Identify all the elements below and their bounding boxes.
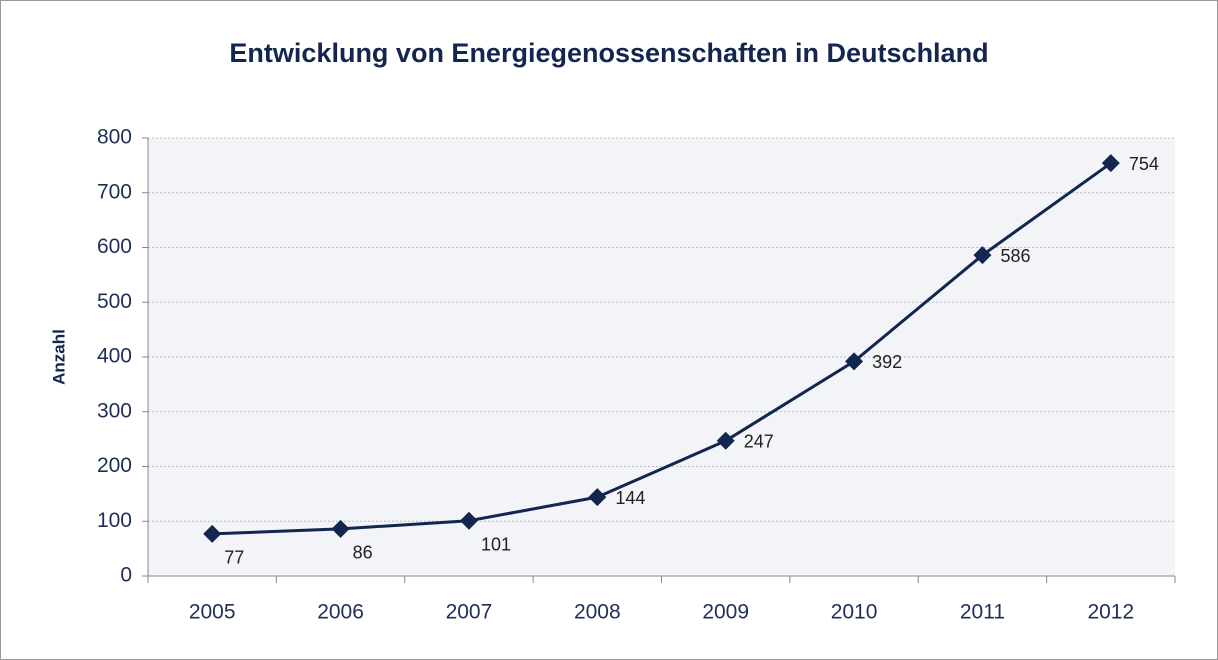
- marker: [588, 488, 607, 507]
- y-tick-label: 0: [120, 564, 132, 587]
- data-label: 86: [353, 543, 373, 563]
- y-tick-label: 100: [97, 509, 132, 532]
- y-tick-label: 400: [97, 345, 132, 368]
- marker: [845, 352, 864, 371]
- y-axis-label: Anzahl: [49, 329, 68, 385]
- marker: [203, 524, 222, 543]
- marker: [716, 431, 735, 450]
- data-label: 392: [872, 352, 902, 372]
- line: [212, 161, 1112, 536]
- y-tick-label: 700: [97, 180, 132, 203]
- y-tick-label: 300: [97, 399, 132, 422]
- data-label: 586: [1000, 246, 1030, 266]
- marker: [1101, 154, 1120, 173]
- x-tick-label: 2005: [189, 601, 236, 624]
- x-tick-label: 2007: [446, 601, 493, 624]
- data-label: 101: [481, 534, 511, 554]
- x-tick-label: 2006: [317, 601, 364, 624]
- x-tick-label: 2008: [574, 601, 621, 624]
- y-tick-label: 200: [97, 454, 132, 477]
- x-tick-label: 2010: [831, 601, 878, 624]
- marker: [459, 511, 478, 530]
- y-tick-label: 800: [97, 126, 132, 149]
- marker: [973, 246, 992, 265]
- x-tick-label: 2009: [702, 601, 749, 624]
- data-label: 77: [224, 548, 244, 568]
- data-label: 144: [615, 488, 645, 508]
- y-tick-label: 500: [97, 290, 132, 313]
- marker: [331, 519, 350, 538]
- chart-title: Entwicklung von Energiegenossenschaften …: [229, 38, 988, 68]
- x-tick-label: 2011: [960, 601, 1005, 624]
- data-label: 247: [744, 432, 774, 452]
- y-tick-label: 600: [97, 235, 132, 258]
- data-label: 754: [1129, 154, 1159, 174]
- x-tick-label: 2012: [1087, 601, 1134, 624]
